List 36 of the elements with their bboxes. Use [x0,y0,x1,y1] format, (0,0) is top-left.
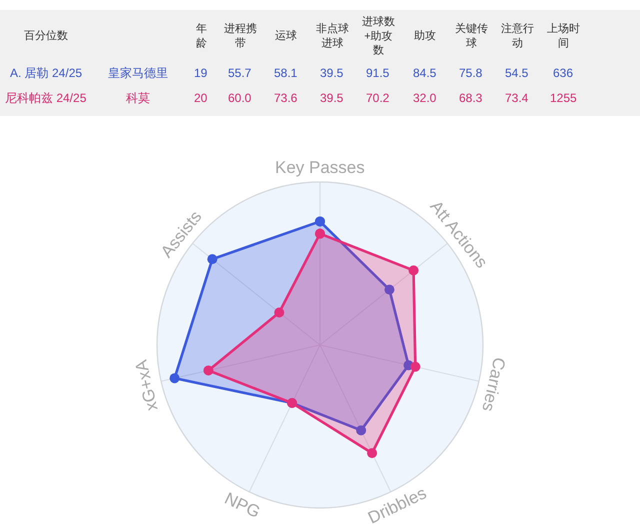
category-label: 运球 [275,29,297,42]
category-label: 上场时间 [547,22,580,50]
text: 19 [194,66,208,80]
text: 73.6 [274,91,298,105]
spoke-label: NPG [222,488,264,522]
category-label: A. 居勒 24/25 [10,66,82,80]
spoke-label: xG+xA [131,357,162,413]
text: 1255 [550,91,577,105]
text: 84.5 [413,66,436,80]
text: 32.0 [413,91,436,105]
text: 58.1 [274,66,298,80]
text: 39.5 [320,66,344,80]
text: 百分位数 [24,30,68,42]
category-label: 皇家马德里 [108,66,168,80]
text: 75.8 [459,66,482,80]
category-label: 注意行动 [501,22,534,50]
category-label: 非点球进球 [316,22,349,50]
category-label: 关键传球 [455,22,488,50]
text: 68.3 [459,91,482,105]
text: 60.0 [228,91,252,105]
category-label: 进程携带 [224,22,257,50]
text: 55.7 [228,66,252,80]
text: 54.5 [505,66,528,80]
text: 73.4 [505,91,528,105]
category-label: 科莫 [126,91,150,105]
spoke-label: Carries [478,356,510,414]
category-label: 尼科帕兹 24/25 [5,91,86,105]
text: 636 [553,66,574,80]
text: 91.5 [366,66,390,80]
text: 20 [194,91,208,105]
text: 39.5 [320,91,344,105]
text: 70.2 [366,91,390,105]
category-label: 助攻 [414,29,436,42]
category-label: 年龄 [196,23,207,50]
spoke-label: Key Passes [275,158,365,177]
category-label: 进球数+助攻数 [362,15,395,57]
